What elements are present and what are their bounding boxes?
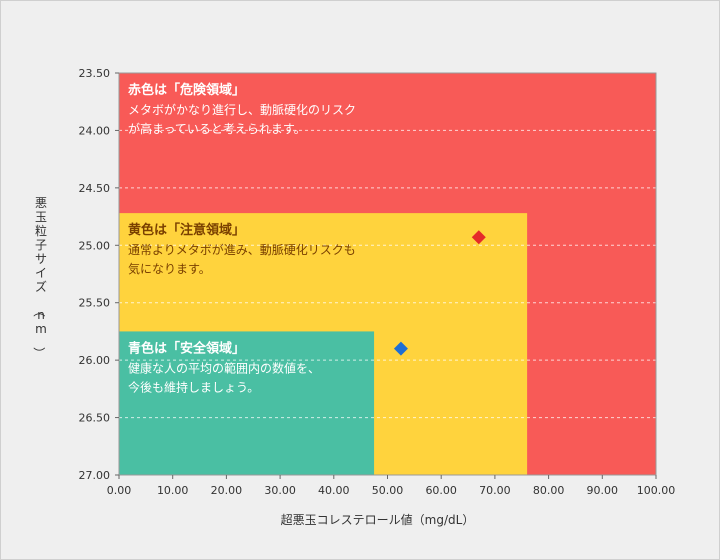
x-tick-label: 80.00 [533,484,565,497]
y-tick-label: 25.50 [79,297,111,310]
zone-caution-title: 黄色は「注意領域」 [128,222,245,238]
y-tick-label: 23.50 [79,67,111,80]
x-tick-label: 90.00 [587,484,619,497]
y-tick-label: 26.00 [79,354,111,367]
x-tick-label: 60.00 [425,484,457,497]
x-tick-label: 10.00 [157,484,189,497]
x-tick-label: 50.00 [372,484,404,497]
x-axis-label: 超悪玉コレステロール値（mg/dL） [281,512,475,527]
x-tick-label: 0.00 [107,484,132,497]
x-tick-label: 40.00 [318,484,350,497]
zone-danger-title: 赤色は「危険領域」 [128,82,245,98]
data-point-1 [471,230,486,245]
zone-safe-description: 健康な人の平均の範囲内の数値を、 [128,360,320,375]
zone-danger-description: メタボがかなり進行し、動脈硬化のリスク [128,102,356,117]
y-tick-label: 26.50 [79,412,111,425]
zone-caution-description: 通常よりメタボが進み、動脈硬化リスクも [128,242,356,257]
zone-caution-description: 気になります。 [128,261,211,276]
zone-safe-title: 青色は「安全領域」 [128,340,245,356]
x-tick-label: 30.00 [264,484,296,497]
y-tick-label: 24.00 [79,124,111,137]
zone-safe [119,331,375,475]
y-axis-label: 悪玉粒子サイズ（n m） [32,196,47,359]
x-tick-label: 70.00 [479,484,511,497]
zone-danger-description: が高まっていると考えられます。 [128,121,306,136]
x-tick-label: 20.00 [211,484,243,497]
data-point-2 [393,341,408,356]
x-tick-label: 100.00 [637,484,676,497]
y-tick-label: 24.50 [79,182,111,195]
zone-safe-description: 今後も維持しましょう。 [128,379,259,394]
y-tick-label: 27.00 [79,469,111,482]
y-tick-label: 25.00 [79,239,111,252]
